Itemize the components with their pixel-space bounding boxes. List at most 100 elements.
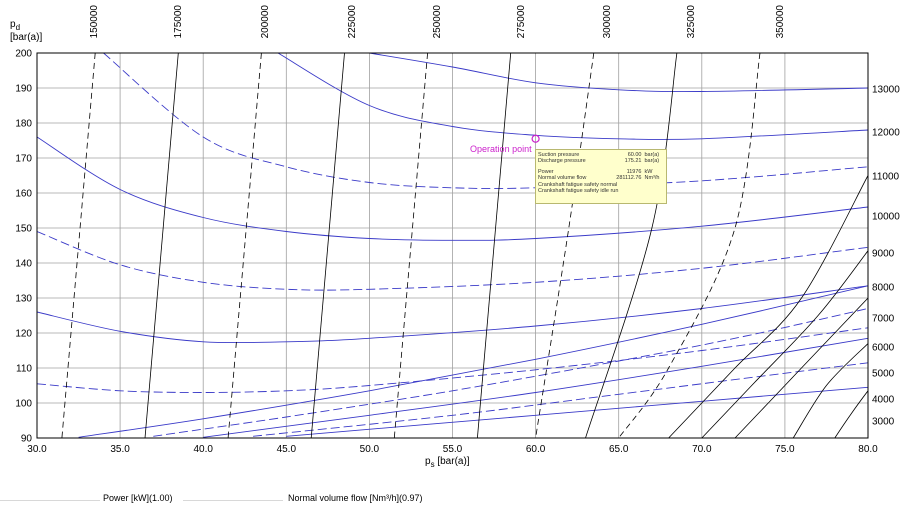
- tooltip-row: Power 11976 kW: [538, 169, 664, 175]
- x-tick-label: 30.0: [27, 444, 47, 455]
- y-tick-label: 160: [15, 189, 32, 200]
- flow-curve: [535, 53, 595, 438]
- x-axis-label: ps [bar(a)]: [425, 456, 470, 469]
- power-tick-label: 10000: [872, 212, 900, 223]
- legend: Power [kW](1.00) Normal volume flow [Nm³…: [0, 490, 902, 508]
- tooltip-row-label: Suction pressure: [538, 152, 580, 158]
- power-curve: [37, 231, 868, 291]
- power-curve: [277, 53, 868, 140]
- tooltip-row-unit: bar(a): [644, 152, 660, 158]
- x-tick-label: 75.0: [775, 444, 795, 455]
- flow-tick-label-top: 200000: [260, 5, 271, 39]
- flow-curve: [61, 53, 96, 438]
- axes: [36, 52, 869, 439]
- flow-tick-label-top: 350000: [775, 5, 786, 39]
- tooltip-row-label: Crankshaft fatigue safety normal: [538, 181, 618, 188]
- plot-frame: [36, 52, 869, 439]
- compressor-map-chart: 30.0 35.0 40.0 45.0 50.0 55.0 60.0 65.0 70.0 75.0…: [10, 5, 900, 490]
- power-tick-label: 6000: [872, 343, 895, 354]
- y-tick-label: 140: [15, 259, 32, 270]
- legend-power-label: Power [kW](1.00): [103, 493, 173, 503]
- y-tick-label: 110: [16, 364, 32, 375]
- tooltip-row-unit: bar(a): [644, 158, 660, 165]
- flow-curve: [834, 390, 868, 438]
- tooltip-row-label: Normal volume flow: [538, 175, 587, 182]
- x-tick-label: 55.0: [443, 444, 463, 455]
- flow-tick-label-top: 325000: [686, 5, 697, 39]
- x-tick-label: 60.0: [526, 444, 546, 455]
- series: [37, 53, 868, 438]
- flow-curve: [585, 53, 678, 438]
- power-curve: [253, 362, 868, 437]
- flow-curve: [393, 53, 428, 438]
- power-curve: [78, 285, 868, 438]
- flow-curve: [734, 297, 868, 438]
- power-tick-label: 11000: [872, 172, 900, 183]
- legend-power-line-right: [183, 500, 283, 501]
- flow-tick-label-top: 250000: [432, 5, 443, 39]
- x-tick-label: 35.0: [110, 444, 130, 455]
- flow-curve: [618, 53, 761, 438]
- flow-curve: [144, 53, 179, 438]
- y-tick-label: 190: [15, 84, 32, 95]
- power-curve: [369, 53, 868, 93]
- series-clip-group: [37, 53, 868, 438]
- power-tick-label: 3000: [872, 417, 895, 428]
- tooltip-row: Normal volume flow 281112.76 Nm³/h: [538, 175, 664, 181]
- y-tick-label: 170: [15, 154, 32, 165]
- tooltip-row-label: Power: [538, 168, 554, 175]
- operation-point-marker: [531, 134, 540, 143]
- flow-curve: [668, 175, 868, 438]
- y-tick-label: 200: [15, 49, 32, 60]
- y-tick-label: 100: [15, 399, 32, 410]
- power-tick-label: 5000: [872, 369, 895, 380]
- power-tick-label: 8000: [872, 283, 895, 294]
- operation-point-label: Operation point: [470, 144, 532, 154]
- flow-curve: [701, 250, 868, 438]
- x-tick-label: 40.0: [193, 444, 213, 455]
- flow-curve: [227, 53, 262, 438]
- y-tick-label: 120: [15, 329, 32, 340]
- y-axis-label: pd: [10, 19, 20, 32]
- flow-tick-label-top: 300000: [602, 5, 613, 39]
- flow-tick-label-top: 150000: [89, 5, 100, 39]
- legend-power-line: [0, 500, 100, 501]
- tooltip-row-value: 60.00: [627, 152, 642, 158]
- tooltip-row-value: 11976: [626, 168, 642, 175]
- tooltip-row-label: Discharge pressure: [538, 158, 586, 165]
- flow-curve: [792, 343, 868, 438]
- power-tick-label: 13000: [872, 85, 900, 96]
- tooltip-row: Discharge pressure 175.21 bar(a): [538, 158, 664, 164]
- x-tick-label: 50.0: [360, 444, 380, 455]
- x-tick-label: 65.0: [609, 444, 629, 455]
- legend-flow-label: Normal volume flow [Nm³/h](0.97): [288, 493, 423, 503]
- power-tick-label: 7000: [872, 314, 895, 325]
- power-curve: [103, 53, 868, 189]
- power-tick-label: 9000: [872, 249, 895, 260]
- power-curve: [153, 308, 868, 437]
- y-tick-label: 90: [21, 434, 33, 445]
- y-tick-label: 150: [15, 224, 32, 235]
- flow-tick-label-top: 225000: [347, 5, 358, 39]
- tooltip-row-unit: kW: [644, 168, 653, 175]
- flow-curve: [477, 53, 512, 438]
- tooltip-row: Crankshaft fatigue safety normal: [538, 182, 664, 188]
- operation-tooltip: Suction pressure 60.00 bar(a) Discharge pre…: [535, 149, 667, 204]
- x-tick-label: 70.0: [692, 444, 712, 455]
- power-tick-label: 4000: [872, 395, 895, 406]
- y-axis-unit: [bar(a)]: [10, 32, 42, 43]
- tooltip-row: Suction pressure 60.00 bar(a): [538, 152, 664, 158]
- x-tick-label: 45.0: [277, 444, 297, 455]
- y-tick-label: 180: [15, 119, 32, 130]
- tooltip-row-label: Crankshaft fatigue safety idle run: [538, 188, 619, 195]
- power-curve: [37, 136, 868, 241]
- tooltip-row-value: 281112.76: [616, 175, 642, 182]
- tooltip-row-value: 175.21: [624, 158, 642, 165]
- flow-tick-label-top: 275000: [516, 5, 527, 39]
- tooltip-row: Crankshaft fatigue safety idle run: [538, 188, 664, 194]
- y-tick-label: 130: [15, 294, 32, 305]
- x-tick-label: 80.0: [858, 444, 878, 455]
- power-curve: [37, 327, 868, 393]
- labels: 30.0 35.0 40.0 45.0 50.0 55.0 60.0 65.0 70.0 75.0…: [10, 5, 900, 490]
- flow-tick-label-top: 175000: [173, 5, 184, 39]
